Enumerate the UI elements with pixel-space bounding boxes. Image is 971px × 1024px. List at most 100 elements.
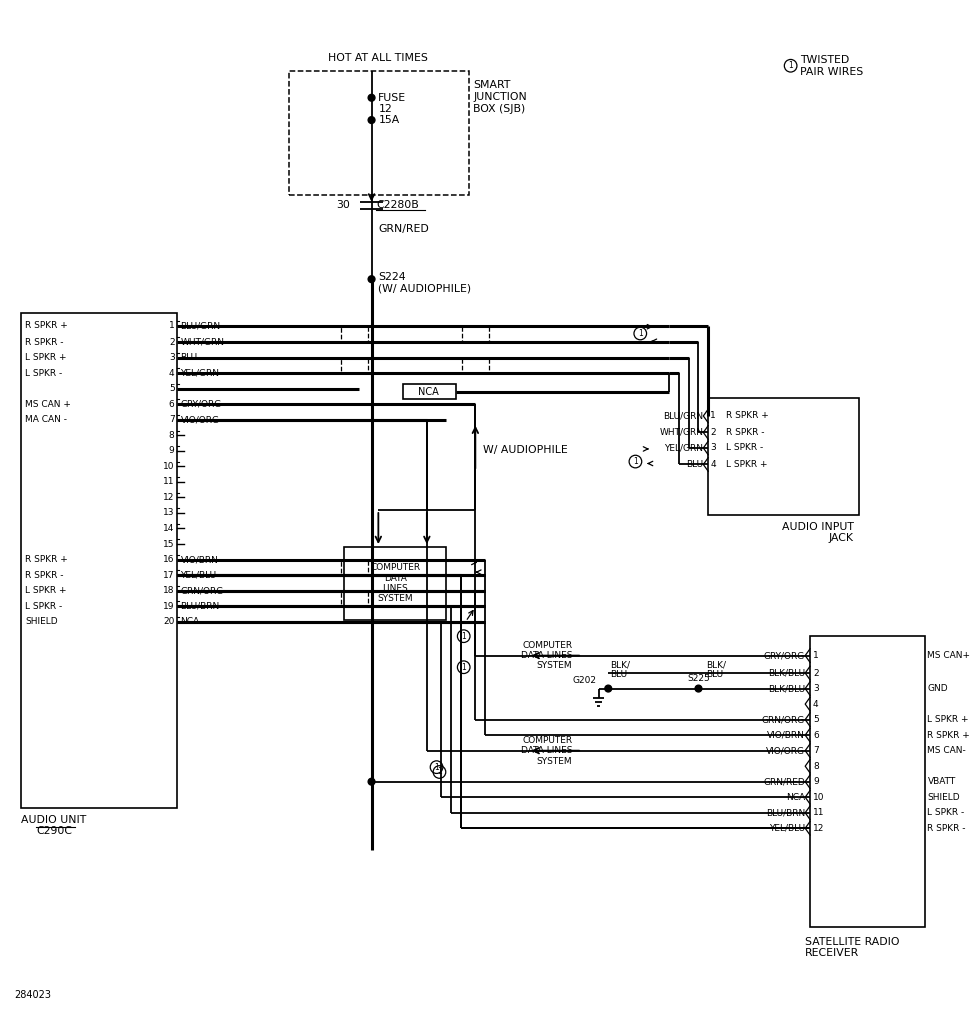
- Text: 12: 12: [813, 823, 824, 833]
- Text: SHIELD: SHIELD: [25, 617, 58, 626]
- Bar: [21, 313, 177, 808]
- Text: GRY/ORG: GRY/ORG: [764, 651, 805, 660]
- Text: 15A: 15A: [379, 115, 400, 125]
- Text: GRN/RED: GRN/RED: [763, 777, 805, 786]
- Bar: [403, 384, 456, 399]
- Text: 9: 9: [169, 446, 175, 456]
- Text: 1: 1: [169, 322, 175, 330]
- Text: L SPKR -: L SPKR -: [725, 443, 763, 453]
- Text: 13: 13: [163, 509, 175, 517]
- Text: NCA: NCA: [419, 387, 439, 396]
- Text: BLU/BRN: BLU/BRN: [181, 602, 219, 610]
- Text: HOT AT ALL TIMES: HOT AT ALL TIMES: [328, 53, 428, 63]
- Text: 7: 7: [169, 416, 175, 424]
- Text: MS CAN +: MS CAN +: [25, 399, 71, 409]
- Text: JACK: JACK: [828, 534, 854, 543]
- Text: VBATT: VBATT: [927, 777, 955, 786]
- Text: L SPKR -: L SPKR -: [25, 369, 62, 378]
- Text: RECEIVER: RECEIVER: [805, 948, 859, 958]
- Text: 9: 9: [813, 777, 819, 786]
- Text: BLU/GRN: BLU/GRN: [663, 412, 703, 421]
- Text: 14: 14: [163, 524, 175, 532]
- Text: VIO/BRN: VIO/BRN: [767, 731, 805, 739]
- Circle shape: [368, 275, 375, 283]
- Text: 18: 18: [163, 586, 175, 595]
- Circle shape: [605, 685, 612, 692]
- Text: GRN/ORG: GRN/ORG: [181, 586, 223, 595]
- Text: SMART
JUNCTION
BOX (SJB): SMART JUNCTION BOX (SJB): [474, 80, 527, 114]
- Text: 10: 10: [163, 462, 175, 471]
- Text: BLU: BLU: [610, 671, 627, 680]
- Text: VIO/BRN: VIO/BRN: [181, 555, 218, 564]
- Text: R SPKR +: R SPKR +: [25, 555, 68, 564]
- Text: BLU/GRN: BLU/GRN: [181, 322, 220, 330]
- Text: L SPKR +: L SPKR +: [25, 353, 67, 362]
- Text: NCA: NCA: [787, 793, 805, 802]
- Text: BLK/BLU: BLK/BLU: [768, 684, 805, 693]
- Text: R SPKR -: R SPKR -: [725, 428, 764, 437]
- Text: 284023: 284023: [15, 990, 51, 1000]
- Text: MA CAN -: MA CAN -: [25, 416, 67, 424]
- Text: GRN/ORG: GRN/ORG: [762, 715, 805, 724]
- Text: 20: 20: [163, 617, 175, 626]
- Text: 1: 1: [710, 412, 716, 421]
- Text: COMPUTER
DATA LINES
SYSTEM: COMPUTER DATA LINES SYSTEM: [520, 641, 572, 671]
- Text: 1: 1: [788, 61, 793, 71]
- Text: MS CAN-: MS CAN-: [927, 746, 966, 755]
- Bar: [289, 71, 469, 195]
- Text: 16: 16: [163, 555, 175, 564]
- Text: GRN/RED: GRN/RED: [379, 223, 429, 233]
- Text: WHT/GRN: WHT/GRN: [659, 428, 703, 437]
- Text: 2: 2: [169, 338, 175, 347]
- Text: MS CAN+: MS CAN+: [927, 651, 970, 660]
- Text: BLK/BLU: BLK/BLU: [768, 669, 805, 678]
- Text: 6: 6: [813, 731, 819, 739]
- Text: 12: 12: [379, 104, 392, 115]
- Text: 1: 1: [437, 768, 442, 776]
- Text: 1: 1: [461, 632, 466, 641]
- Text: 11: 11: [163, 477, 175, 486]
- Text: C290C: C290C: [36, 826, 72, 837]
- Text: 11: 11: [813, 808, 824, 817]
- Text: YEL/BLU: YEL/BLU: [181, 570, 217, 580]
- Text: S225: S225: [687, 675, 710, 683]
- Text: R SPKR -: R SPKR -: [25, 338, 64, 347]
- Text: 17: 17: [163, 570, 175, 580]
- Text: BLU: BLU: [181, 353, 197, 362]
- Text: L SPKR +: L SPKR +: [25, 586, 67, 595]
- Text: NCA: NCA: [181, 617, 200, 626]
- Text: 1: 1: [813, 651, 819, 660]
- Text: 7: 7: [813, 746, 819, 755]
- Text: 8: 8: [169, 431, 175, 440]
- Bar: [345, 547, 447, 620]
- Text: G202: G202: [573, 676, 596, 685]
- Text: R SPKR -: R SPKR -: [927, 823, 966, 833]
- Text: GRY/ORG: GRY/ORG: [181, 399, 221, 409]
- Text: 3: 3: [813, 684, 819, 693]
- Text: S224: S224: [379, 272, 406, 283]
- Text: L SPKR +: L SPKR +: [927, 715, 969, 724]
- Text: BLU: BLU: [686, 460, 703, 469]
- Text: 4: 4: [813, 699, 819, 709]
- Text: 1: 1: [638, 329, 643, 338]
- Text: YEL/BLU: YEL/BLU: [769, 823, 805, 833]
- Text: 30: 30: [336, 201, 351, 211]
- Circle shape: [368, 778, 375, 785]
- Text: (W/ AUDIOPHILE): (W/ AUDIOPHILE): [379, 284, 472, 294]
- Bar: [810, 636, 924, 927]
- Text: 6: 6: [169, 399, 175, 409]
- Text: 10: 10: [813, 793, 824, 802]
- Text: 1: 1: [434, 763, 439, 772]
- Text: 12: 12: [163, 493, 175, 502]
- Text: AUDIO UNIT: AUDIO UNIT: [21, 814, 86, 824]
- Text: 4: 4: [169, 369, 175, 378]
- Text: SATELLITE RADIO: SATELLITE RADIO: [805, 937, 900, 947]
- Text: 1: 1: [461, 663, 466, 672]
- Text: WHT/GRN: WHT/GRN: [181, 338, 224, 347]
- Text: 15: 15: [163, 540, 175, 549]
- Text: 3: 3: [710, 443, 716, 453]
- Text: R SPKR +: R SPKR +: [725, 412, 768, 421]
- Bar: [708, 398, 858, 515]
- Text: FUSE: FUSE: [379, 93, 407, 102]
- Text: GND: GND: [927, 684, 948, 693]
